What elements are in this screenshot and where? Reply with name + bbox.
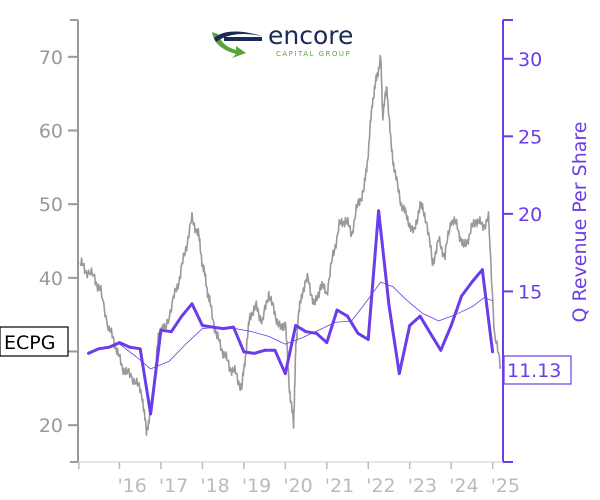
ticker-box (0, 326, 69, 357)
right-axis-ticks: 1015202530 (503, 49, 542, 381)
right-axis-title: Q Revenue Per Share (569, 122, 591, 323)
revenue-point (180, 314, 184, 318)
x-tick-label: '17 (159, 475, 188, 497)
revenue-point (304, 330, 308, 334)
revenue-point (159, 328, 163, 332)
revenue-point (439, 348, 443, 352)
right-tick-label: 30 (518, 49, 542, 71)
revenue-point (118, 341, 121, 344)
revenue-point (460, 294, 463, 298)
price-series-line (79, 54, 502, 436)
last-value-badge: 11.13 (503, 355, 572, 385)
revenue-point (470, 280, 474, 284)
revenue-point (138, 347, 142, 351)
revenue-point (283, 372, 287, 375)
last-value-box (503, 355, 572, 385)
last-value-label: 11.13 (507, 360, 561, 382)
revenue-point (335, 308, 339, 312)
revenue-point (211, 325, 215, 329)
revenue-point (366, 338, 370, 341)
x-axis-ticks: '16 '17 '18 '19 '20 '21 '22 '23 '24 '25 (78, 462, 520, 497)
left-tick-label: 60 (39, 121, 63, 143)
x-tick-label: '24 (449, 475, 478, 497)
revenue-point (149, 412, 153, 416)
left-tick-label: 20 (39, 415, 63, 437)
revenue-point (232, 325, 235, 329)
x-tick-label: '23 (408, 475, 437, 497)
revenue-point (377, 209, 380, 213)
right-tick-label: 15 (518, 281, 542, 303)
revenue-point (107, 345, 111, 349)
revenue-point (408, 324, 412, 327)
x-tick-label: '21 (325, 475, 354, 497)
series-layer (79, 54, 502, 436)
revenue-point (315, 331, 318, 335)
revenue-point (325, 341, 329, 344)
x-tick-label: '25 (491, 475, 520, 497)
left-tick-label: 70 (39, 47, 63, 69)
revenue-point (190, 302, 194, 306)
revenue-series-line (87, 209, 495, 416)
ticker-label: ECPG (4, 332, 55, 354)
revenue-point (128, 345, 132, 349)
x-tick-label: '20 (283, 475, 312, 497)
revenue-point (356, 331, 360, 335)
revenue-point (201, 324, 204, 327)
revenue-point (97, 347, 101, 351)
logo-name: encore (268, 21, 353, 50)
x-tick-label: '18 (200, 475, 229, 497)
revenue-point (397, 372, 401, 375)
revenue-point (252, 352, 256, 355)
revenue-point (346, 314, 349, 318)
x-tick-label: '22 (366, 475, 395, 497)
revenue-point (491, 350, 494, 354)
right-tick-label: 25 (518, 126, 542, 148)
logo-swoosh-icon (212, 31, 262, 58)
left-tick-label: 50 (39, 194, 63, 216)
revenue-point (449, 324, 453, 327)
x-tick-label: '19 (242, 475, 271, 497)
revenue-point (87, 352, 90, 355)
revenue-point (387, 304, 391, 307)
revenue-point (273, 348, 277, 352)
left-tick-label: 40 (39, 268, 63, 290)
revenue-point (169, 330, 173, 334)
left-axis-ticks: 20 40 50 60 70 (39, 47, 78, 437)
revenue-point (294, 324, 298, 327)
right-tick-label: 20 (518, 204, 542, 226)
revenue-point (221, 327, 225, 330)
revenue-point (429, 331, 432, 335)
revenue-point (263, 348, 266, 352)
ticker-badge: ECPG (0, 326, 69, 357)
axes (70, 19, 513, 463)
revenue-point (242, 350, 246, 354)
x-tick-label: '16 (117, 475, 146, 497)
revenue-point (480, 268, 484, 272)
company-logo: encore CAPITAL GROUP (212, 21, 353, 58)
logo-subtitle: CAPITAL GROUP (276, 50, 351, 58)
revenue-point (418, 314, 422, 318)
